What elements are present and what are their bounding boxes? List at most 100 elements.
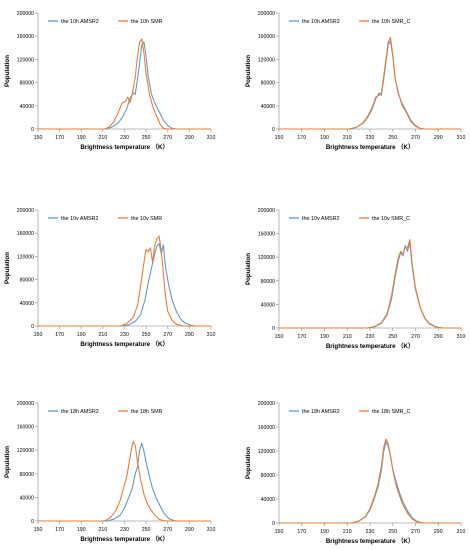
x-tick-label: 310 [457, 529, 466, 535]
chart-panel-2: 0 40000 80000 120000 160000 200000 150 170 190 21… [245, 11, 465, 151]
y-tick-label: 120000 [17, 254, 34, 260]
x-tick-label: 270 [163, 527, 172, 533]
x-tick-label: 190 [320, 334, 329, 340]
y-tick-label: 160000 [258, 34, 275, 40]
y-tick-label: 80000 [261, 81, 276, 87]
y-tick-label: 200000 [17, 208, 34, 214]
x-tick-label: 210 [343, 135, 352, 141]
x-tick-label: 170 [297, 334, 306, 340]
y-tick-label: 80000 [20, 472, 35, 478]
y-tick-label: 160000 [17, 34, 34, 40]
x-tick-label: 230 [366, 135, 375, 141]
y-axis-label: Population [245, 447, 252, 479]
x-axis-label: Brightness temperature （K） [326, 143, 414, 151]
y-axis-label: Population [4, 55, 11, 87]
x-tick-label: 310 [207, 135, 216, 141]
y-tick-label: 200000 [258, 208, 275, 214]
x-tick-label: 150 [275, 334, 284, 340]
x-tick-label: 210 [99, 527, 108, 533]
x-tick-label: 310 [457, 135, 466, 141]
x-tick-label: 290 [185, 135, 194, 141]
series-line-2 [279, 438, 461, 524]
x-tick-label: 250 [388, 135, 397, 141]
y-tick-label: 80000 [20, 81, 35, 87]
y-tick-label: 40000 [261, 497, 276, 503]
y-tick-label: 40000 [20, 495, 35, 501]
x-tick-label: 230 [366, 529, 375, 535]
x-tick-label: 150 [275, 135, 284, 141]
x-tick-label: 230 [366, 334, 375, 340]
x-tick-label: 210 [99, 332, 108, 338]
series-line-2 [38, 235, 211, 327]
x-tick-label: 250 [388, 334, 397, 340]
x-axis-label: Brightness temperature （K） [80, 535, 168, 543]
series-line-1 [279, 40, 461, 130]
series-line-2 [38, 440, 211, 522]
x-tick-label: 270 [411, 529, 420, 535]
series-line-1 [38, 243, 211, 327]
legend-label-2: the 10h SMR_C [372, 19, 410, 25]
x-axis-label: Brightness temperature （K） [326, 537, 414, 545]
y-tick-label: 40000 [20, 301, 35, 307]
x-tick-label: 270 [411, 135, 420, 141]
y-axis-label: Population [245, 55, 252, 87]
y-tick-label: 80000 [261, 279, 276, 285]
x-tick-label: 230 [120, 135, 129, 141]
x-tick-label: 230 [120, 332, 129, 338]
y-tick-label: 80000 [20, 278, 35, 284]
series-line-1 [38, 442, 211, 522]
x-tick-label: 310 [207, 332, 216, 338]
x-axis-label: Brightness temperature （K） [326, 342, 414, 350]
x-tick-label: 250 [142, 332, 151, 338]
y-tick-label: 40000 [261, 302, 276, 308]
x-tick-label: 150 [34, 135, 43, 141]
x-tick-label: 290 [434, 529, 443, 535]
x-tick-label: 170 [55, 527, 64, 533]
legend-label-2: the 10v SMR_C [372, 216, 410, 222]
x-tick-label: 150 [34, 332, 43, 338]
legend-label-1: the 18h AMSR2 [302, 409, 340, 415]
y-axis-label: Population [4, 446, 11, 478]
x-tick-label: 310 [207, 527, 216, 533]
legend-label-2: the 10h SMR [131, 19, 163, 25]
series-line-1 [279, 441, 461, 524]
y-tick-label: 120000 [258, 57, 275, 63]
x-tick-label: 190 [77, 332, 86, 338]
x-tick-label: 270 [163, 135, 172, 141]
series-line-2 [279, 238, 461, 329]
series-line-1 [38, 41, 211, 130]
y-tick-label: 0 [272, 127, 275, 133]
x-tick-label: 290 [434, 135, 443, 141]
y-tick-label: 40000 [20, 104, 35, 110]
x-tick-label: 190 [77, 135, 86, 141]
x-axis-label: Brightness temperature （K） [80, 143, 168, 151]
x-tick-label: 290 [185, 332, 194, 338]
y-tick-label: 200000 [258, 11, 275, 17]
y-tick-label: 160000 [258, 425, 275, 431]
y-tick-label: 160000 [17, 231, 34, 237]
legend-label-1: the 10v AMSR2 [61, 216, 98, 222]
x-tick-label: 230 [120, 527, 129, 533]
y-tick-label: 0 [272, 326, 275, 332]
y-tick-label: 120000 [17, 448, 34, 454]
y-tick-label: 0 [272, 521, 275, 527]
x-tick-label: 150 [275, 529, 284, 535]
x-tick-label: 190 [320, 529, 329, 535]
chart-panel-5: 0 40000 80000 120000 160000 200000 150 170 190 21… [4, 401, 215, 543]
x-tick-label: 270 [163, 332, 172, 338]
x-tick-label: 250 [388, 529, 397, 535]
y-tick-label: 200000 [17, 401, 34, 407]
x-axis-label: Brightness temperature （K） [80, 340, 168, 348]
x-tick-label: 290 [185, 527, 194, 533]
series-line-2 [279, 36, 461, 130]
y-tick-label: 120000 [17, 57, 34, 63]
x-tick-label: 190 [77, 527, 86, 533]
y-axis-label: Population [4, 252, 11, 284]
y-tick-label: 200000 [258, 401, 275, 407]
x-tick-label: 290 [434, 334, 443, 340]
y-tick-label: 0 [31, 324, 34, 330]
y-tick-label: 80000 [261, 473, 276, 479]
legend-label-1: the 18h AMSR2 [61, 409, 99, 415]
legend-label-2: the 18h SMR_C [372, 409, 410, 415]
legend-label-2: the 18h SMR [131, 409, 163, 415]
